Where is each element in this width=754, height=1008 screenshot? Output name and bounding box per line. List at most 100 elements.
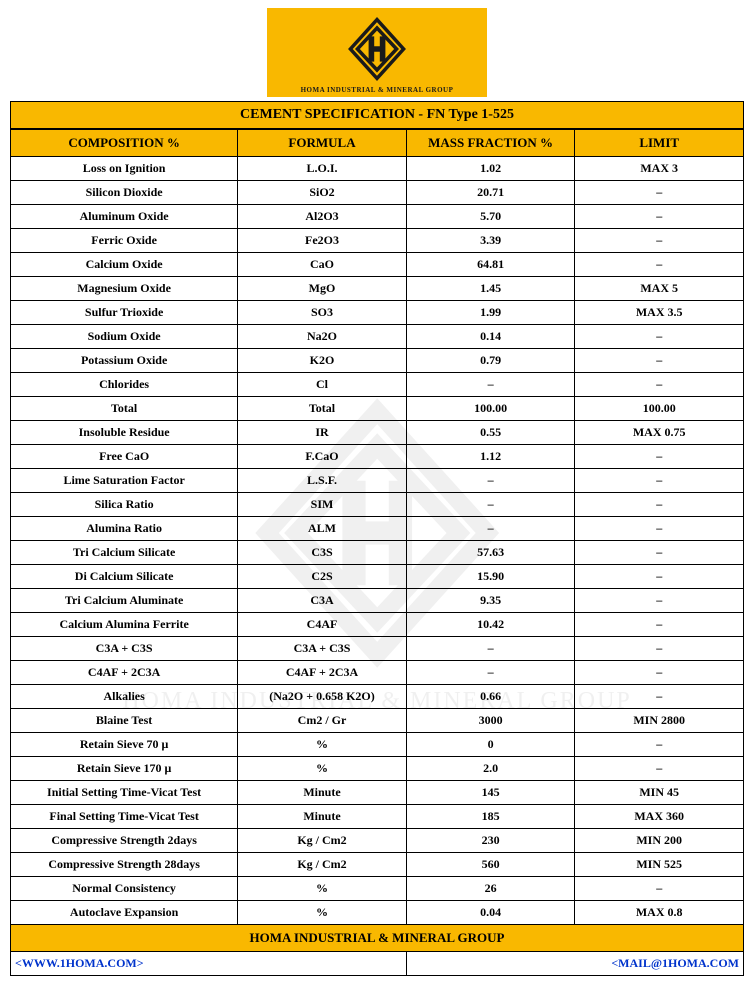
- cell-mass: –: [406, 373, 575, 397]
- cell-limit: MIN 200: [575, 829, 744, 853]
- cell-limit: –: [575, 613, 744, 637]
- header-limit: LIMIT: [575, 130, 744, 157]
- cell-mass: 185: [406, 805, 575, 829]
- cell-limit: –: [575, 565, 744, 589]
- cell-mass: 2.0: [406, 757, 575, 781]
- cell-composition: Initial Setting Time-Vicat Test: [11, 781, 238, 805]
- cell-limit: –: [575, 469, 744, 493]
- cell-composition: Insoluble Residue: [11, 421, 238, 445]
- footer-email[interactable]: <MAIL@1HOMA.COM: [406, 952, 743, 976]
- table-row: Silicon DioxideSiO220.71–: [11, 181, 744, 205]
- cell-limit: 100.00: [575, 397, 744, 421]
- cell-mass: 0: [406, 733, 575, 757]
- cell-limit: MAX 360: [575, 805, 744, 829]
- cell-formula: %: [238, 901, 407, 925]
- cell-composition: Calcium Oxide: [11, 253, 238, 277]
- table-row: Retain Sieve 70 μ%0–: [11, 733, 744, 757]
- cell-limit: –: [575, 229, 744, 253]
- cell-formula: CaO: [238, 253, 407, 277]
- cell-limit: MAX 0.75: [575, 421, 744, 445]
- cell-limit: –: [575, 661, 744, 685]
- cell-composition: Silica Ratio: [11, 493, 238, 517]
- content: CEMENT SPECIFICATION - FN Type 1-525 COM…: [0, 101, 754, 976]
- cell-mass: –: [406, 661, 575, 685]
- header-mass: MASS FRACTION %: [406, 130, 575, 157]
- cell-formula: C4AF + 2C3A: [238, 661, 407, 685]
- table-row: Calcium Alumina FerriteC4AF10.42–: [11, 613, 744, 637]
- cell-composition: Retain Sieve 170 μ: [11, 757, 238, 781]
- cell-formula: C4AF: [238, 613, 407, 637]
- cell-formula: %: [238, 757, 407, 781]
- table-row: Alkalies(Na2O + 0.658 K2O)0.66–: [11, 685, 744, 709]
- cell-composition: Blaine Test: [11, 709, 238, 733]
- table-row: Calcium OxideCaO64.81–: [11, 253, 744, 277]
- cell-formula: Fe2O3: [238, 229, 407, 253]
- cell-composition: Autoclave Expansion: [11, 901, 238, 925]
- cell-formula: C3A + C3S: [238, 637, 407, 661]
- table-row: Autoclave Expansion%0.04MAX 0.8: [11, 901, 744, 925]
- cell-formula: C3S: [238, 541, 407, 565]
- cell-limit: –: [575, 349, 744, 373]
- table-row: C4AF + 2C3AC4AF + 2C3A––: [11, 661, 744, 685]
- table-row: Loss on IgnitionL.O.I.1.02MAX 3: [11, 157, 744, 181]
- cell-formula: Kg / Cm2: [238, 853, 407, 877]
- header-row: COMPOSITION % FORMULA MASS FRACTION % LI…: [11, 130, 744, 157]
- cell-composition: Silicon Dioxide: [11, 181, 238, 205]
- cell-mass: 1.45: [406, 277, 575, 301]
- cell-composition: Free CaO: [11, 445, 238, 469]
- cell-mass: –: [406, 469, 575, 493]
- cell-formula: Cl: [238, 373, 407, 397]
- logo-area: HOMA INDUSTRIAL & MINERAL GROUP: [267, 8, 487, 97]
- cell-composition: Sulfur Trioxide: [11, 301, 238, 325]
- cell-formula: Na2O: [238, 325, 407, 349]
- cell-mass: 560: [406, 853, 575, 877]
- table-row: C3A + C3SC3A + C3S––: [11, 637, 744, 661]
- cell-mass: 57.63: [406, 541, 575, 565]
- cell-limit: –: [575, 733, 744, 757]
- cell-composition: Final Setting Time-Vicat Test: [11, 805, 238, 829]
- cell-composition: Alkalies: [11, 685, 238, 709]
- cell-limit: –: [575, 253, 744, 277]
- table-row: Tri Calcium SilicateC3S57.63–: [11, 541, 744, 565]
- cell-limit: MIN 45: [575, 781, 744, 805]
- cell-mass: 100.00: [406, 397, 575, 421]
- cell-composition: Di Calcium Silicate: [11, 565, 238, 589]
- cell-mass: 0.79: [406, 349, 575, 373]
- cell-limit: –: [575, 493, 744, 517]
- table-row: Compressive Strength 28daysKg / Cm2560MI…: [11, 853, 744, 877]
- cell-mass: 145: [406, 781, 575, 805]
- cell-formula: SiO2: [238, 181, 407, 205]
- cell-mass: 1.99: [406, 301, 575, 325]
- table-row: Blaine TestCm2 / Gr3000MIN 2800: [11, 709, 744, 733]
- cell-formula: IR: [238, 421, 407, 445]
- cell-composition: Chlorides: [11, 373, 238, 397]
- cell-limit: –: [575, 325, 744, 349]
- cell-mass: 230: [406, 829, 575, 853]
- table-row: Alumina RatioALM––: [11, 517, 744, 541]
- table-row: Sulfur TrioxideSO31.99MAX 3.5: [11, 301, 744, 325]
- table-row: Ferric OxideFe2O33.39–: [11, 229, 744, 253]
- cell-mass: 9.35: [406, 589, 575, 613]
- cell-mass: –: [406, 637, 575, 661]
- cell-formula: L.O.I.: [238, 157, 407, 181]
- cell-composition: Compressive Strength 28days: [11, 853, 238, 877]
- table-row: Compressive Strength 2daysKg / Cm2230MIN…: [11, 829, 744, 853]
- cell-formula: %: [238, 877, 407, 901]
- cell-formula: SO3: [238, 301, 407, 325]
- spec-title: CEMENT SPECIFICATION - FN Type 1-525: [10, 101, 744, 129]
- cell-formula: Minute: [238, 781, 407, 805]
- cell-formula: ALM: [238, 517, 407, 541]
- cell-limit: –: [575, 181, 744, 205]
- cell-mass: –: [406, 493, 575, 517]
- table-row: Lime Saturation FactorL.S.F.––: [11, 469, 744, 493]
- cell-formula: K2O: [238, 349, 407, 373]
- cell-mass: 5.70: [406, 205, 575, 229]
- cell-formula: F.CaO: [238, 445, 407, 469]
- footer-website[interactable]: <WWW.1HOMA.COM>: [11, 952, 407, 976]
- cell-mass: 64.81: [406, 253, 575, 277]
- cell-composition: Aluminum Oxide: [11, 205, 238, 229]
- cell-mass: 26: [406, 877, 575, 901]
- cell-composition: Retain Sieve 70 μ: [11, 733, 238, 757]
- cell-composition: C3A + C3S: [11, 637, 238, 661]
- cell-composition: Magnesium Oxide: [11, 277, 238, 301]
